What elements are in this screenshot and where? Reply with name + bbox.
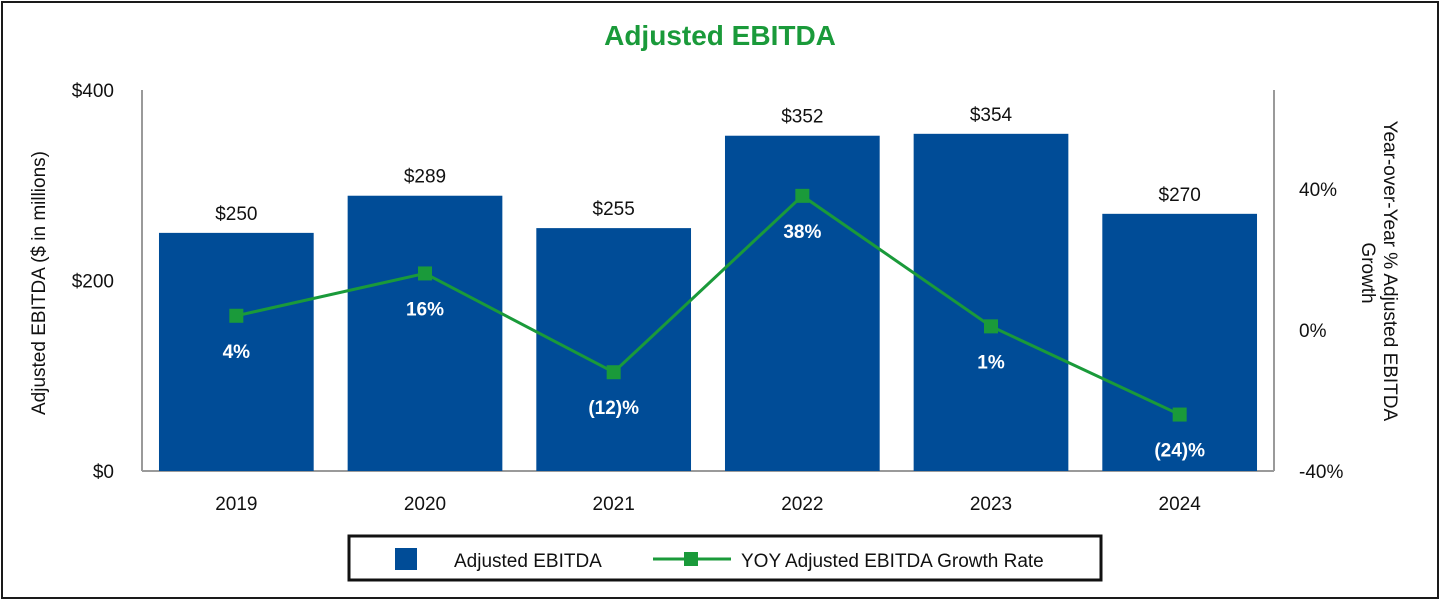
bar-value-label: $250	[215, 204, 257, 225]
y2-axis-label-line-1: Year-over-Year % Adjusted EBITDA	[1379, 121, 1400, 422]
bar-2020	[347, 195, 503, 472]
bar-2019	[158, 232, 314, 471]
bar-value-label: $255	[593, 199, 635, 220]
legend-bar-swatch	[395, 548, 417, 570]
growth-rate-line	[236, 193, 1181, 416]
growth-point-2022	[795, 188, 810, 203]
bar-value-label: $352	[781, 107, 823, 128]
x-tick-label: 2021	[593, 494, 635, 515]
y2-tick-label: -40%	[1299, 462, 1343, 483]
bar-value-label: $270	[1159, 185, 1201, 206]
plot-area: $0 $200 $400 -40% 0% 40% $250 2019 $289 2020 $255 2…	[72, 81, 1344, 515]
growth-point-2021	[606, 365, 621, 380]
y2-axis-label: Year-over-Year % Adjusted EBITDA Growth	[1357, 121, 1400, 426]
y-axis-label: Adjusted EBITDA ($ in millions)	[29, 151, 50, 415]
y2-tick-label: 0%	[1299, 321, 1327, 342]
growth-value-label: (12)%	[588, 398, 639, 419]
y-tick-label: $200	[72, 272, 114, 293]
chart-title: Adjusted EBITDA	[604, 20, 836, 51]
growth-value-label: 16%	[406, 299, 444, 320]
growth-value-label: 1%	[977, 352, 1005, 373]
legend-label-ebitda: Adjusted EBITDA	[454, 551, 602, 572]
x-tick-label: 2022	[781, 494, 823, 515]
growth-point-2024	[1172, 407, 1187, 422]
x-tick-label: 2024	[1159, 494, 1202, 515]
growth-value-label: (24)%	[1154, 441, 1205, 462]
legend-line-marker	[684, 552, 698, 566]
x-tick-label: 2020	[404, 494, 446, 515]
growth-value-label: 38%	[783, 222, 821, 243]
growth-value-label: 4%	[223, 342, 251, 363]
growth-point-2019	[229, 308, 244, 323]
bar-2024	[1102, 213, 1258, 471]
y-tick-label: $400	[72, 81, 114, 102]
bar-2022	[724, 135, 880, 471]
bar-2021	[536, 228, 692, 471]
growth-point-2023	[984, 319, 998, 334]
bar-2023	[913, 133, 1069, 471]
x-tick-label: 2019	[215, 494, 257, 515]
y2-axis-label-line-2: Growth	[1357, 242, 1378, 303]
growth-point-2020	[418, 266, 432, 281]
legend: Adjusted EBITDA YOY Adjusted EBITDA Grow…	[347, 534, 1103, 582]
legend-label-growth: YOY Adjusted EBITDA Growth Rate	[741, 551, 1044, 572]
adjusted-ebitda-chart: Adjusted EBITDA Adjusted EBITDA ($ in mi…	[29, 20, 1400, 582]
y-tick-label: $0	[93, 462, 114, 483]
bar-value-label: $289	[404, 167, 446, 188]
y2-tick-label: 40%	[1299, 180, 1337, 201]
bar-value-label: $354	[970, 105, 1013, 126]
x-tick-label: 2023	[970, 494, 1012, 515]
